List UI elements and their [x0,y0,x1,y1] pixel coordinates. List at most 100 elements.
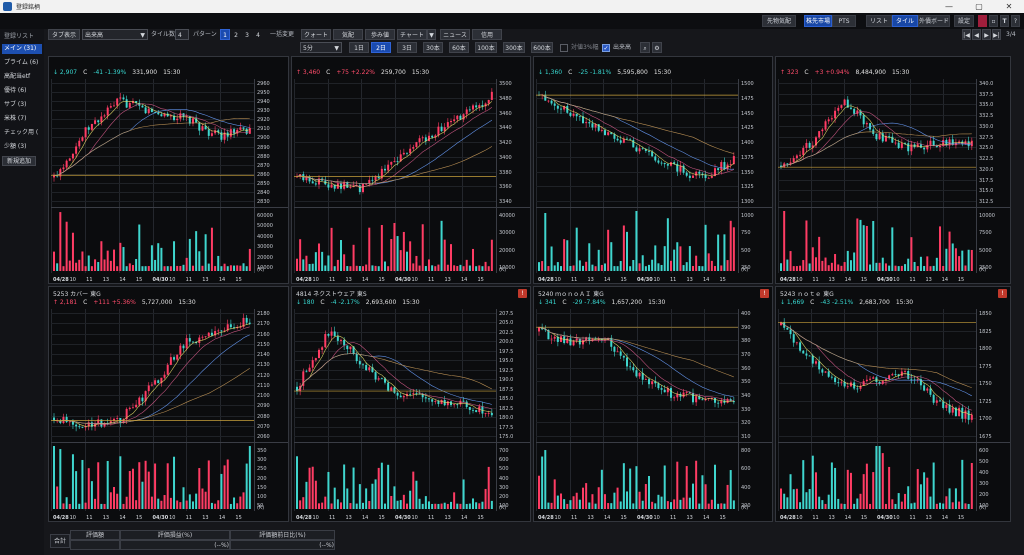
maximize-button[interactable]: ▢ [975,2,983,11]
candle-body [125,99,128,108]
span-1d-button[interactable]: 1日 [349,42,369,53]
candle-body [935,145,938,148]
last-page-icon[interactable]: ▶| [992,29,1001,40]
alert-icon[interactable]: ! [518,289,527,298]
add-list-button[interactable]: 新規追加 [2,156,36,166]
candlestick-chart[interactable]: 1850 1825 1800 1775 1750 1725 1700 1675 600 500 40… [778,309,1010,521]
chart-tile[interactable]: 5240 ｍｏｎｏＡＩ 東G! ↓ 341 C -29 -7.84% 1,657,200… [533,286,773,522]
help-icon[interactable]: ? [1011,15,1020,27]
volume-bar [450,501,452,509]
tick-button[interactable]: 歩み値 [365,29,395,40]
close-button[interactable]: ✕ [1005,2,1013,11]
pen-icon[interactable] [978,15,987,27]
chart-dropdown-icon[interactable]: ▼ [427,29,436,40]
sidebar-item-benefits[interactable]: 優待 (6) [4,87,27,94]
alert-icon[interactable]: ! [760,289,769,298]
minimize-button[interactable]: — [945,2,953,11]
span-3d-button[interactable]: 3日 [397,42,417,53]
candlestick-chart[interactable]: 2180 2170 2160 2150 2140 2130 2120 2110 2100 2090… [51,309,288,521]
prev-page-icon[interactable]: ◀ [972,29,981,40]
sidebar-item-main[interactable]: メイン (31) [2,44,42,54]
span-300-button[interactable]: 300本 [503,42,525,53]
pattern-4-button[interactable]: 4 [256,32,260,39]
candlestick-chart[interactable]: 400 390 380 370 360 350 340 330 320 310 800 600 400 2… [536,309,772,521]
chart-tile[interactable]: 5253 カバー 東G ↑ 2,181 C +111 +5.36% 5,727,000 1… [48,286,289,522]
gear-icon[interactable]: ⚙ [652,42,662,53]
board-button[interactable]: 気配 [333,29,363,40]
candlestick-chart[interactable]: 1500 1475 1450 1425 1400 1375 1350 1325 1300 1000… [536,79,772,283]
candle-body [135,101,138,103]
pts-button[interactable]: PTS [832,15,856,27]
span-30-button[interactable]: 30本 [423,42,443,53]
x-tick-label: 10 [313,277,319,283]
candle-body [811,145,814,148]
zoom-icon[interactable]: ⌕ [640,42,650,53]
y-tick-label: 202.5 [499,330,513,336]
pattern-2-button[interactable]: 2 [234,32,238,39]
chart-tile[interactable]: ↓ 2,907 C -41 -1.39% 331,900 15:30 2960 2950 29… [48,56,289,284]
margin-button[interactable]: 信用 [472,29,502,40]
candle-body [619,351,622,356]
candlestick-chart[interactable]: 207.5 205.0 202.5 200.0 197.5 195.0 192.5 190.0… [294,309,530,521]
sidebar-item-sub[interactable]: サブ (3) [4,101,27,108]
quote-button[interactable]: クォート [301,29,331,40]
sidebar-item-small[interactable]: 少額 (3) [4,143,27,150]
chart-tile[interactable]: 4814 ネクストウェア 東S! ↓ 180 C -4 -2.17% 2,693,600… [291,286,531,522]
tile-view-button[interactable]: タイル [892,15,918,27]
volume-checkbox[interactable]: ✓ [602,44,610,52]
candle-body [399,154,402,162]
volume-bar [103,259,106,271]
news-button[interactable]: ニュース [440,29,470,40]
candle-body [891,374,894,376]
first-page-icon[interactable]: |◀ [962,29,971,40]
pattern-3-button[interactable]: 3 [245,32,249,39]
candle-body [453,404,456,406]
chart-tile[interactable]: 5243 ｎｏｔｅ 東G! ↓ 1,669 C -43 -2.51% 2,683,700… [775,286,1011,522]
list-view-button[interactable]: リスト [866,15,892,27]
chart-button[interactable]: チャート [397,29,427,40]
volume-bar [786,497,789,509]
candle-body [856,110,859,114]
volume-bar [695,460,698,509]
span-2d-button[interactable]: 2日 [371,42,391,53]
candle-body [907,371,910,379]
volume-select[interactable]: 出来高 ▼ [82,29,148,40]
settings-button[interactable]: 設定 [954,15,974,27]
sidebar-item-check[interactable]: チェック用 ( [4,129,39,136]
volume-bar [600,264,603,271]
x-tick-label: 14 [219,277,225,283]
futures-quote-button[interactable]: 先物気配 [762,15,796,27]
candle-body [910,378,913,380]
chart-tile[interactable]: ↑ 323 C +3 +0.94% 8,484,900 15:30 340.0 337.5 3… [775,56,1011,284]
chart-tile[interactable]: ↑ 3,460 C +75 +2.22% 259,700 15:30 3500 3480 34… [291,56,531,284]
sidebar-item-high-dividend[interactable]: 高配当etf [4,73,31,80]
foreign-bond-board-button[interactable]: 外債ボード [918,15,950,27]
span-60-button[interactable]: 60本 [449,42,469,53]
text-icon[interactable]: T [1000,15,1009,27]
volume-bar [468,265,471,271]
tile-count-select[interactable]: 4 [175,29,189,40]
volume-bar [604,494,606,509]
tab-display-button[interactable]: タブ表示 [48,29,80,40]
interval-select[interactable]: 5分 ▼ [300,42,342,53]
stock-market-button[interactable]: 株先市場 [804,15,832,27]
next-page-icon[interactable]: ▶ [982,29,991,40]
span-600-button[interactable]: 600本 [531,42,553,53]
mail-icon[interactable]: ▫ [989,15,998,27]
pct-range-checkbox[interactable] [560,44,568,52]
sidebar-item-us-stocks[interactable]: 米株 (7) [4,115,27,122]
candlestick-chart[interactable]: 2960 2950 2940 2930 2920 2910 2900 2890 2880 2870… [51,79,288,283]
alert-icon[interactable]: ! [998,289,1007,298]
candlestick-chart[interactable]: 3500 3480 3460 3440 3420 3400 3380 3360 3340 4000… [294,79,530,283]
span-100-button[interactable]: 100本 [475,42,497,53]
pattern-1-button[interactable]: 1 [220,29,230,40]
sidebar-item-prime[interactable]: プライム (6) [4,59,39,66]
volume-bar [717,503,720,509]
candle-body [462,114,465,120]
volume-bar [299,500,302,509]
volume-bar [56,263,59,271]
candlestick-chart[interactable]: 340.0 337.5 335.0 332.5 330.0 327.5 325.0 322.5… [778,79,1010,283]
chart-tile[interactable]: ↓ 1,360 C -25 -1.81% 5,595,800 15:30 1500 1475… [533,56,773,284]
x-tick-label: 11 [186,277,192,283]
candle-body [945,404,948,408]
